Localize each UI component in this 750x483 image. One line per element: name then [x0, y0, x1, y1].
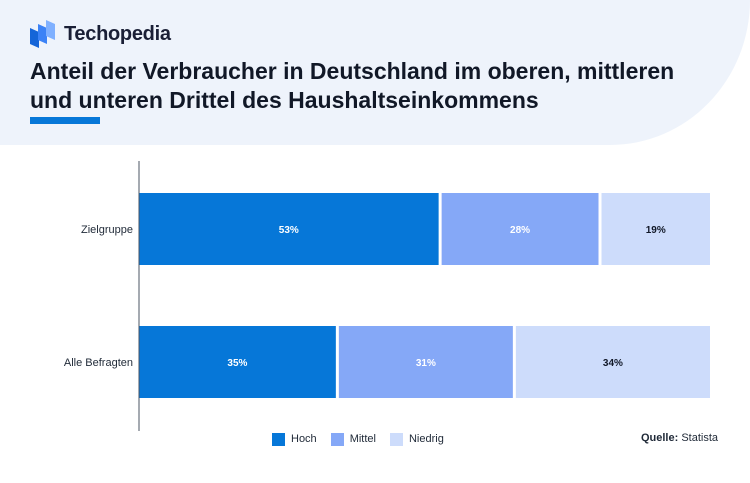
- legend-swatch: [389, 432, 403, 446]
- legend: Hoch Mittel Niedrig: [272, 432, 444, 446]
- bar-mittel: [338, 326, 513, 398]
- source-value: Statista: [681, 432, 718, 444]
- title-accent-bar: [30, 117, 100, 124]
- legend-label: Niedrig: [408, 433, 444, 445]
- data-label: 31%: [416, 358, 436, 369]
- bar-hoch: [139, 326, 336, 398]
- brand-name: Techopedia: [64, 22, 171, 45]
- legend-label: Mittel: [349, 433, 376, 445]
- legend-item-mittel: Mittel: [330, 432, 376, 446]
- data-label: 19%: [646, 225, 666, 236]
- legend-label: Hoch: [291, 433, 317, 445]
- data-label: 28%: [510, 225, 530, 236]
- legend-item-niedrig: Niedrig: [389, 432, 444, 446]
- data-label: 35%: [227, 358, 247, 369]
- y-tick-label: Zielgruppe: [81, 224, 133, 236]
- bar-niedrig: [601, 193, 710, 265]
- chart-title: Anteil der Verbraucher in Deutschland im…: [30, 58, 675, 113]
- brand: Techopedia: [30, 20, 171, 48]
- chart: Zielgruppe 53% 28% 19% Alle Befragten 35% 31% 3…: [64, 161, 710, 431]
- data-label: 53%: [279, 225, 299, 236]
- techopedia-logo-icon: [30, 20, 55, 48]
- legend-swatch: [272, 432, 285, 446]
- bar-niedrig: [515, 326, 710, 398]
- data-label: 34%: [603, 358, 623, 369]
- source-label: Quelle:: [640, 432, 679, 444]
- source: Quelle: Statista: [641, 432, 718, 444]
- bar-mittel: [441, 193, 599, 265]
- y-tick-label: Alle Befragten: [64, 357, 133, 369]
- header-background: [0, 0, 750, 145]
- legend-swatch: [330, 432, 344, 446]
- legend-item-hoch: Hoch: [272, 432, 317, 446]
- bar-hoch: [139, 193, 439, 265]
